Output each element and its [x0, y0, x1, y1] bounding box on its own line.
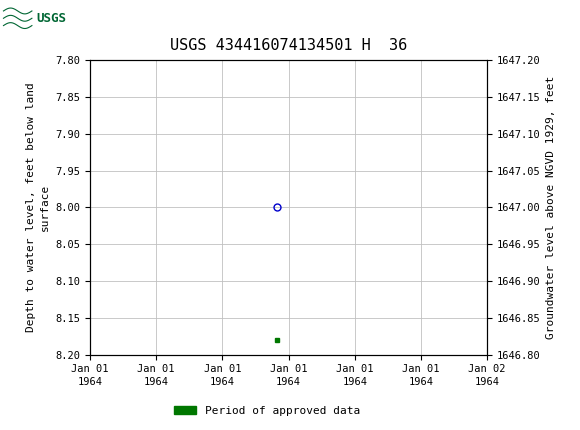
Text: USGS: USGS — [36, 12, 66, 25]
Bar — [3, 3, 67, 34]
Y-axis label: Groundwater level above NGVD 1929, feet: Groundwater level above NGVD 1929, feet — [546, 76, 556, 339]
Y-axis label: Depth to water level, feet below land
surface: Depth to water level, feet below land su… — [27, 83, 50, 332]
Title: USGS 434416074134501 H  36: USGS 434416074134501 H 36 — [170, 38, 407, 53]
Legend: Period of approved data: Period of approved data — [169, 401, 364, 420]
